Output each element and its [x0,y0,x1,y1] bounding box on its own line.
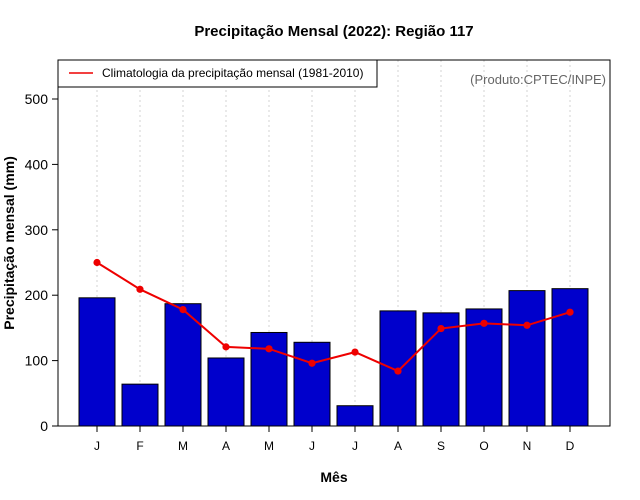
bar-8 [422,312,460,427]
chart-title: Precipitação Mensal (2022): Região 117 [194,23,473,40]
bar-0 [78,297,116,427]
climatology-point-3 [222,343,230,351]
bar-5 [293,341,331,427]
x-tick-label: J [309,439,315,453]
y-tick-label: 200 [25,287,49,303]
climatology-line [96,261,571,373]
climatology-point-8 [437,324,445,333]
x-tick-label: N [523,439,532,453]
y-axis: 0 100 200 300 400 500 [25,91,58,434]
x-tick-label: A [222,439,230,453]
x-tick-label: M [264,439,274,453]
legend-box [57,59,378,88]
climatology-point-9 [480,319,488,327]
y-tick-label: 300 [25,222,49,238]
x-tick-label: F [136,439,143,453]
bar-2 [164,303,202,427]
legend: Climatologia da precipitação mensal (198… [57,59,378,88]
y-tick-label: 500 [25,91,49,107]
y-tick-label: 0 [40,418,48,434]
legend-label-climatology: Climatologia da precipitação mensal (198… [102,66,363,80]
bar-10 [508,290,546,427]
y-tick-label: 100 [25,353,49,369]
climatology-point-5 [308,359,316,367]
climatology-point-11 [566,308,574,316]
bar-6 [336,405,374,427]
x-tick-label: S [437,439,445,453]
bar-series [78,288,589,427]
climatology-point-2 [179,305,187,314]
x-tick-label: O [479,439,488,453]
climatology-point-10 [523,321,531,329]
x-tick-label: J [94,439,100,453]
x-axis-label: Mês [320,469,347,485]
climatology-point-4 [265,345,273,353]
source-note: (Produto:CPTEC/INPE) [470,72,606,87]
x-tick-label: D [566,439,575,453]
climatology-line-series [93,258,574,375]
y-axis-label: Precipitação mensal (mm) [1,156,17,330]
climatology-point-1 [136,285,144,293]
bar-3 [207,357,245,427]
bar-1 [121,383,159,427]
y-tick-label: 400 [25,156,49,172]
climatology-point-6 [351,348,359,356]
bar-9 [465,308,503,427]
x-tick-label: A [394,439,402,453]
bar-7 [379,310,417,427]
x-tick-label: J [352,439,358,453]
climatology-point-0 [93,258,101,267]
x-tick-label: M [178,439,188,453]
climatology-point-7 [394,367,402,375]
